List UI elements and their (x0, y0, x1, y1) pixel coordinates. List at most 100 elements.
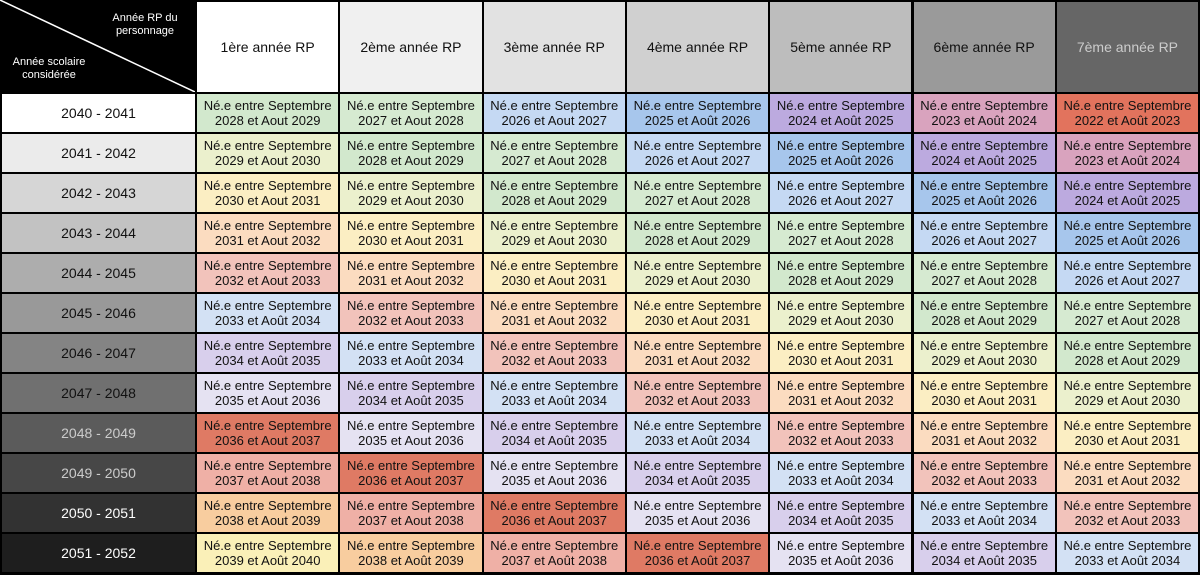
cell-text: Né.e entre Septembre (346, 418, 475, 433)
table-cell: Né.e entre Septembre 2027 et Aout 2028 (770, 214, 912, 252)
cell-text: Né.e entre Septembre (490, 298, 619, 313)
cell-text: 2031 et Aout 2032 (501, 313, 608, 328)
table-cell: Né.e entre Septembre 2037 et Aout 2038 (197, 454, 339, 492)
cell-text: 2035 et Aout 2036 (644, 513, 751, 528)
cell-text: 2034 et Août 2035 (358, 393, 464, 408)
table-cell: Né.e entre Septembre 2028 et Aout 2029 (770, 254, 912, 292)
cell-text: Né.e entre Septembre (633, 378, 762, 393)
row-label: 2043 - 2044 (2, 214, 195, 252)
row-label: 2041 - 2042 (2, 134, 195, 172)
cell-text: 2026 et Aout 2027 (931, 233, 1037, 248)
table-cell: Né.e entre Septembre 2029 et Aout 2030 (626, 254, 769, 292)
cell-text: 2028 et Aout 2029 (644, 233, 751, 248)
cell-text: Né.e entre Septembre (1063, 138, 1192, 153)
cell-text: 2031 et Aout 2032 (358, 273, 464, 288)
table-cell: Né.e entre Septembre 2033 et Août 2034 (913, 494, 1055, 532)
cell-text: Né.e entre Septembre (776, 178, 905, 193)
cell-text: 2029 et Aout 2030 (1074, 393, 1181, 408)
cell-text: Né.e entre Septembre (920, 178, 1049, 193)
corner-bottom-label: Année scolaire considérée (12, 56, 86, 81)
cell-text: 2036 et Aout 2037 (358, 473, 464, 488)
table-cell: Né.e entre Septembre 2028 et Aout 2029 (483, 174, 625, 212)
cell-text: Né.e entre Septembre (920, 138, 1049, 153)
table-cell: Né.e entre Septembre 2028 et Aout 2029 (197, 94, 339, 132)
cell-text: 2037 et Août 2038 (501, 553, 608, 568)
table-cell: Né.e entre Septembre 2032 et Aout 2033 (197, 254, 339, 292)
cell-text: 2027 et Aout 2028 (931, 273, 1037, 288)
cell-text: Né.e entre Septembre (1063, 458, 1192, 473)
cell-text: 2023 et Août 2024 (931, 113, 1037, 128)
table-cell: Né.e entre Septembre 2032 et Aout 2033 (1056, 494, 1199, 532)
table-cell: Né.e entre Septembre 2030 et Aout 2031 (197, 174, 339, 212)
cell-text: 2029 et Aout 2030 (358, 193, 464, 208)
cell-text: Né.e entre Septembre (633, 498, 762, 513)
cell-text: 2033 et Août 2034 (214, 313, 321, 328)
table-cell: Né.e entre Septembre 2028 et Aout 2029 (340, 134, 482, 172)
table-cell: Né.e entre Septembre 2034 et Août 2035 (340, 374, 482, 412)
cell-text: Né.e entre Septembre (203, 138, 332, 153)
table-cell: Né.e entre Septembre 2038 et Aout 2039 (197, 494, 339, 532)
table-cell: Né.e entre Septembre 2026 et Aout 2027 (483, 94, 625, 132)
table-cell: Né.e entre Septembre 2032 et Aout 2033 (340, 294, 482, 332)
cell-text: Né.e entre Septembre (203, 498, 332, 513)
cell-text: 2031 et Aout 2032 (1074, 473, 1181, 488)
table-cell: Né.e entre Septembre 2024 et Août 2025 (1056, 174, 1199, 212)
table-cell: Né.e entre Septembre 2028 et Aout 2029 (1056, 334, 1199, 372)
row-label: 2051 - 2052 (2, 534, 195, 572)
cell-text: Né.e entre Septembre (490, 418, 619, 433)
table-cell: Né.e entre Septembre 2030 et Aout 2031 (626, 294, 769, 332)
table-cell: Né.e entre Septembre 2032 et Aout 2033 (626, 374, 769, 412)
cell-text: Né.e entre Septembre (346, 538, 475, 553)
cell-text: 2025 et Août 2026 (644, 113, 751, 128)
table-cell: Né.e entre Septembre 2028 et Aout 2029 (626, 214, 769, 252)
cell-text: Né.e entre Septembre (920, 218, 1049, 233)
cell-text: 2024 et Août 2025 (931, 153, 1037, 168)
cell-text: Né.e entre Septembre (346, 338, 475, 353)
table-cell: Né.e entre Septembre 2033 et Août 2034 (626, 414, 769, 452)
column-header: 7ème année RP (1056, 2, 1199, 92)
cell-text: Né.e entre Septembre (1063, 338, 1192, 353)
table-cell: Né.e entre Septembre 2031 et Aout 2032 (197, 214, 339, 252)
table-cell: Né.e entre Septembre 2030 et Aout 2031 (770, 334, 912, 372)
cell-text: 2024 et Août 2025 (788, 113, 894, 128)
row-label: 2047 - 2048 (2, 374, 195, 412)
cell-text: 2026 et Aout 2027 (644, 153, 751, 168)
cell-text: Né.e entre Septembre (346, 98, 475, 113)
cell-text: 2029 et Aout 2030 (214, 153, 321, 168)
cell-text: 2027 et Aout 2028 (788, 233, 894, 248)
table-cell: Né.e entre Septembre 2029 et Aout 2030 (913, 334, 1055, 372)
cell-text: Né.e entre Septembre (920, 298, 1049, 313)
cell-text: 2034 et Août 2035 (931, 553, 1037, 568)
table-cell: Né.e entre Septembre 2031 et Aout 2032 (1056, 454, 1199, 492)
cell-text: 2032 et Aout 2033 (644, 393, 751, 408)
cell-text: 2034 et Août 2035 (644, 473, 751, 488)
cell-text: Né.e entre Septembre (1063, 538, 1192, 553)
cell-text: Né.e entre Septembre (346, 298, 475, 313)
cell-text: Né.e entre Septembre (346, 178, 475, 193)
cell-text: 2027 et Aout 2028 (501, 153, 608, 168)
corner-diagonal (0, 0, 195, 92)
cell-text: Né.e entre Septembre (203, 378, 332, 393)
cell-text: 2033 et Août 2034 (501, 393, 608, 408)
cell-text: Né.e entre Septembre (776, 138, 905, 153)
table-cell: Né.e entre Septembre 2035 et Aout 2036 (340, 414, 482, 452)
cell-text: 2029 et Aout 2030 (788, 313, 894, 328)
cell-text: 2030 et Aout 2031 (214, 193, 321, 208)
table-cell: Né.e entre Septembre 2025 et Août 2026 (626, 94, 769, 132)
cell-text: 2024 et Août 2025 (1074, 193, 1181, 208)
table-cell: Né.e entre Septembre 2027 et Aout 2028 (913, 254, 1055, 292)
cell-text: 2030 et Aout 2031 (788, 353, 894, 368)
table-cell: Né.e entre Septembre 2034 et Août 2035 (770, 494, 912, 532)
table-cell: Né.e entre Septembre 2035 et Aout 2036 (197, 374, 339, 412)
cell-text: Né.e entre Septembre (776, 218, 905, 233)
cell-text: Né.e entre Septembre (633, 298, 762, 313)
cell-text: 2033 et Août 2034 (1074, 553, 1181, 568)
table-cell: Né.e entre Septembre 2031 et Aout 2032 (626, 334, 769, 372)
cell-text: Né.e entre Septembre (633, 178, 762, 193)
table-cell: Né.e entre Septembre 2033 et Août 2034 (483, 374, 625, 412)
table-cell: Né.e entre Septembre 2030 et Aout 2031 (913, 374, 1055, 412)
cell-text: Né.e entre Septembre (1063, 258, 1192, 273)
cell-text: Né.e entre Septembre (633, 538, 762, 553)
cell-text: 2037 et Aout 2038 (214, 473, 321, 488)
table-cell: Né.e entre Septembre 2028 et Aout 2029 (913, 294, 1055, 332)
